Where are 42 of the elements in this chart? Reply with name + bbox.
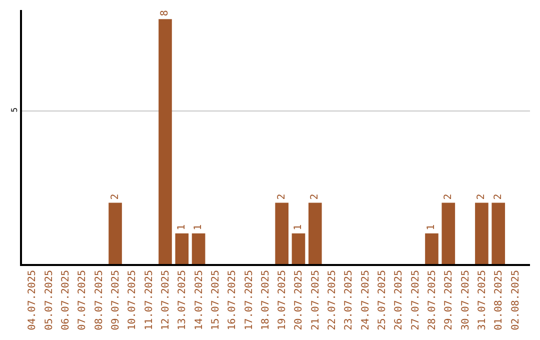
- x-tick-label: 28.07.2025: [426, 270, 438, 330]
- data-label: 2: [476, 194, 488, 200]
- x-tick-label: 02.08.2025: [510, 270, 522, 330]
- data-label: 2: [310, 194, 321, 200]
- x-tick-label: 10.07.2025: [127, 270, 138, 330]
- x-tick-label: 17.07.2025: [244, 270, 255, 330]
- x-tick-label: 11.07.2025: [144, 270, 155, 330]
- x-tick-label: 18.07.2025: [260, 270, 272, 330]
- x-tick-label: 23.07.2025: [344, 270, 355, 330]
- x-tick-label: 26.07.2025: [394, 270, 405, 330]
- x-tick-label: 25.07.2025: [377, 270, 388, 330]
- x-tick-label: 09.07.2025: [110, 270, 122, 330]
- data-label: 1: [292, 224, 304, 230]
- data-label: 2: [492, 194, 504, 200]
- x-tick-label: 12.07.2025: [160, 270, 172, 330]
- x-tick-label: 01.08.2025: [494, 270, 505, 330]
- data-label: 1: [193, 224, 204, 230]
- x-tick-label: 29.07.2025: [444, 270, 455, 330]
- x-tick-label: 08.07.2025: [94, 270, 105, 330]
- data-label: 8: [160, 10, 171, 16]
- data-label: 2: [276, 194, 288, 200]
- y-tick-label: 5: [10, 107, 19, 112]
- x-tick-label: 27.07.2025: [410, 270, 422, 330]
- x-tick-label: 05.07.2025: [44, 270, 55, 330]
- data-label: 2: [442, 194, 454, 200]
- x-tick-label: 21.07.2025: [310, 270, 322, 330]
- x-tick-label: 30.07.2025: [460, 270, 472, 330]
- x-tick-label: 19.07.2025: [277, 270, 288, 330]
- x-tick-label: 07.07.2025: [77, 270, 88, 330]
- x-tick-label: 24.07.2025: [360, 270, 372, 330]
- x-tick-label: 16.07.2025: [227, 270, 238, 330]
- data-label: 1: [176, 224, 188, 230]
- data-label: 1: [426, 224, 438, 230]
- x-tick-label: 22.07.2025: [327, 270, 338, 330]
- x-tick-label: 13.07.2025: [177, 270, 188, 330]
- x-tick-label: 20.07.2025: [294, 270, 305, 330]
- x-tick-label: 06.07.2025: [60, 270, 72, 330]
- x-tick-label: 04.07.2025: [27, 270, 38, 330]
- x-tick-label: 15.07.2025: [210, 270, 222, 330]
- x-tick-label: 31.07.2025: [476, 270, 488, 330]
- data-label: 2: [110, 194, 121, 200]
- x-tick-label: 14.07.2025: [194, 270, 205, 330]
